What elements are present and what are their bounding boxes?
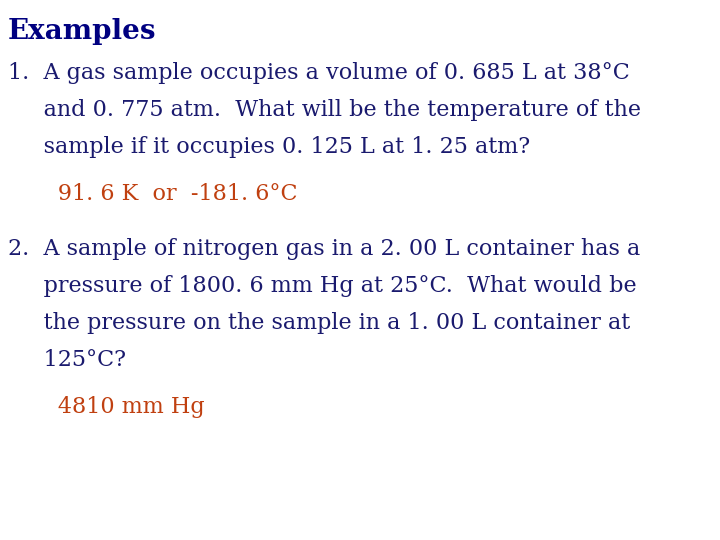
Text: 2.  A sample of nitrogen gas in a 2. 00 L container has a: 2. A sample of nitrogen gas in a 2. 00 L… [8,238,640,260]
Text: Examples: Examples [8,18,156,45]
Text: sample if it occupies 0. 125 L at 1. 25 atm?: sample if it occupies 0. 125 L at 1. 25 … [8,136,530,158]
Text: 4810 mm Hg: 4810 mm Hg [8,396,204,418]
Text: pressure of 1800. 6 mm Hg at 25°C.  What would be: pressure of 1800. 6 mm Hg at 25°C. What … [8,275,636,297]
Text: 125°C?: 125°C? [8,349,126,371]
Text: 1.  A gas sample occupies a volume of 0. 685 L at 38°C: 1. A gas sample occupies a volume of 0. … [8,62,630,84]
Text: and 0. 775 atm.  What will be the temperature of the: and 0. 775 atm. What will be the tempera… [8,99,641,121]
Text: 91. 6 K  or  -181. 6°C: 91. 6 K or -181. 6°C [8,183,297,205]
Text: the pressure on the sample in a 1. 00 L container at: the pressure on the sample in a 1. 00 L … [8,312,630,334]
